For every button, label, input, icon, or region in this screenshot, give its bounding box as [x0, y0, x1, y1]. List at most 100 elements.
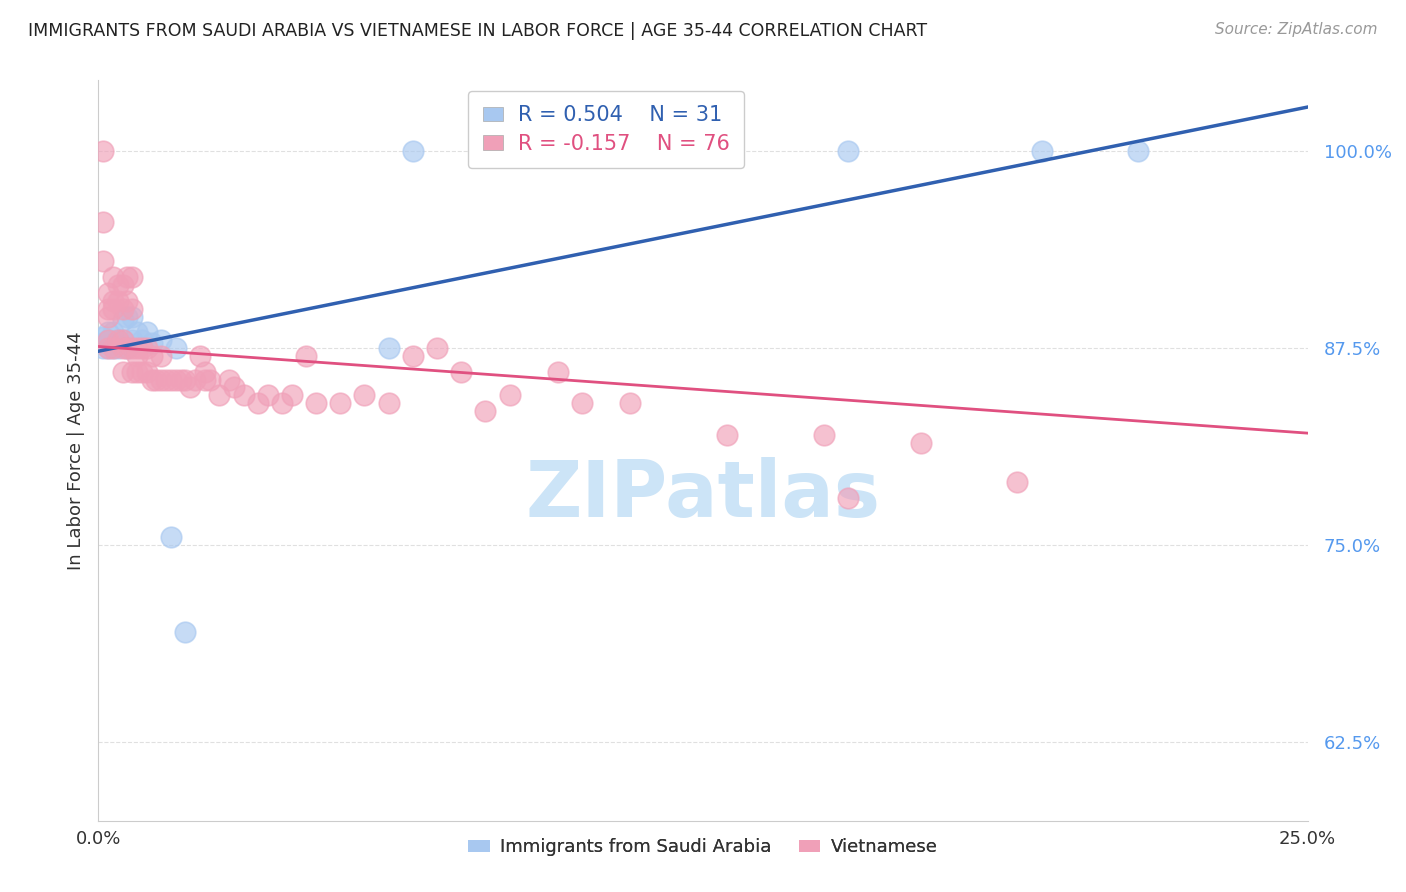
Point	[145, 373, 167, 387]
Point	[111, 333, 134, 347]
Point	[97, 341, 120, 355]
Point	[498, 388, 520, 402]
Point	[174, 373, 197, 387]
Point	[165, 373, 187, 387]
Point	[910, 435, 932, 450]
Point	[402, 349, 425, 363]
Point	[121, 301, 143, 316]
Point	[198, 373, 221, 387]
Point	[131, 333, 153, 347]
Point	[155, 373, 177, 387]
Point	[329, 396, 352, 410]
Point	[232, 388, 254, 402]
Point	[107, 333, 129, 347]
Point	[184, 373, 207, 387]
Point	[141, 373, 163, 387]
Point	[101, 270, 124, 285]
Legend: Immigrants from Saudi Arabia, Vietnamese: Immigrants from Saudi Arabia, Vietnamese	[461, 831, 945, 863]
Point	[281, 388, 304, 402]
Point	[150, 333, 173, 347]
Point	[101, 334, 124, 349]
Point	[117, 341, 139, 355]
Point	[305, 396, 328, 410]
Point	[127, 326, 149, 340]
Point	[121, 270, 143, 285]
Point	[97, 333, 120, 347]
Point	[121, 310, 143, 324]
Point	[271, 396, 294, 410]
Point	[91, 254, 114, 268]
Point	[295, 349, 318, 363]
Point	[165, 341, 187, 355]
Point	[91, 341, 114, 355]
Point	[208, 388, 231, 402]
Point	[150, 349, 173, 363]
Point	[377, 341, 399, 355]
Point	[218, 373, 240, 387]
Point	[813, 427, 835, 442]
Point	[111, 278, 134, 293]
Point	[101, 301, 124, 316]
Point	[169, 373, 191, 387]
Point	[1007, 475, 1029, 489]
Point	[107, 341, 129, 355]
Point	[111, 312, 134, 326]
Point	[450, 365, 472, 379]
Point	[111, 365, 134, 379]
Point	[474, 404, 496, 418]
Point	[97, 341, 120, 355]
Point	[247, 396, 270, 410]
Point	[107, 278, 129, 293]
Point	[127, 365, 149, 379]
Point	[127, 341, 149, 355]
Point	[101, 341, 124, 355]
Point	[256, 388, 278, 402]
Point	[111, 341, 134, 355]
Point	[141, 349, 163, 363]
Point	[571, 396, 593, 410]
Point	[97, 301, 120, 316]
Point	[91, 336, 114, 351]
Point	[426, 341, 449, 355]
Point	[179, 380, 201, 394]
Point	[619, 396, 641, 410]
Point	[111, 333, 134, 347]
Point	[131, 341, 153, 355]
Point	[107, 293, 129, 308]
Point	[101, 326, 124, 340]
Point	[121, 341, 143, 355]
Point	[222, 380, 245, 394]
Point	[97, 333, 120, 347]
Point	[716, 427, 738, 442]
Text: IMMIGRANTS FROM SAUDI ARABIA VS VIETNAMESE IN LABOR FORCE | AGE 35-44 CORRELATIO: IMMIGRANTS FROM SAUDI ARABIA VS VIETNAME…	[28, 22, 927, 40]
Point	[160, 373, 183, 387]
Point	[101, 341, 124, 355]
Point	[1031, 144, 1053, 158]
Point	[837, 144, 859, 158]
Y-axis label: In Labor Force | Age 35-44: In Labor Force | Age 35-44	[66, 331, 84, 570]
Point	[131, 365, 153, 379]
Point	[91, 215, 114, 229]
Point	[160, 530, 183, 544]
Point	[1128, 144, 1150, 158]
Point	[97, 310, 120, 324]
Point	[194, 365, 217, 379]
Point	[150, 373, 173, 387]
Point	[91, 330, 114, 344]
Point	[91, 144, 114, 158]
Point	[135, 326, 157, 340]
Point	[117, 341, 139, 355]
Point	[377, 396, 399, 410]
Point	[547, 365, 569, 379]
Point	[194, 373, 217, 387]
Point	[188, 349, 211, 363]
Point	[101, 293, 124, 308]
Text: ZIPatlas: ZIPatlas	[526, 457, 880, 533]
Point	[121, 365, 143, 379]
Point	[121, 333, 143, 347]
Point	[135, 365, 157, 379]
Point	[111, 301, 134, 316]
Point	[837, 491, 859, 505]
Point	[97, 326, 120, 340]
Point	[135, 341, 157, 355]
